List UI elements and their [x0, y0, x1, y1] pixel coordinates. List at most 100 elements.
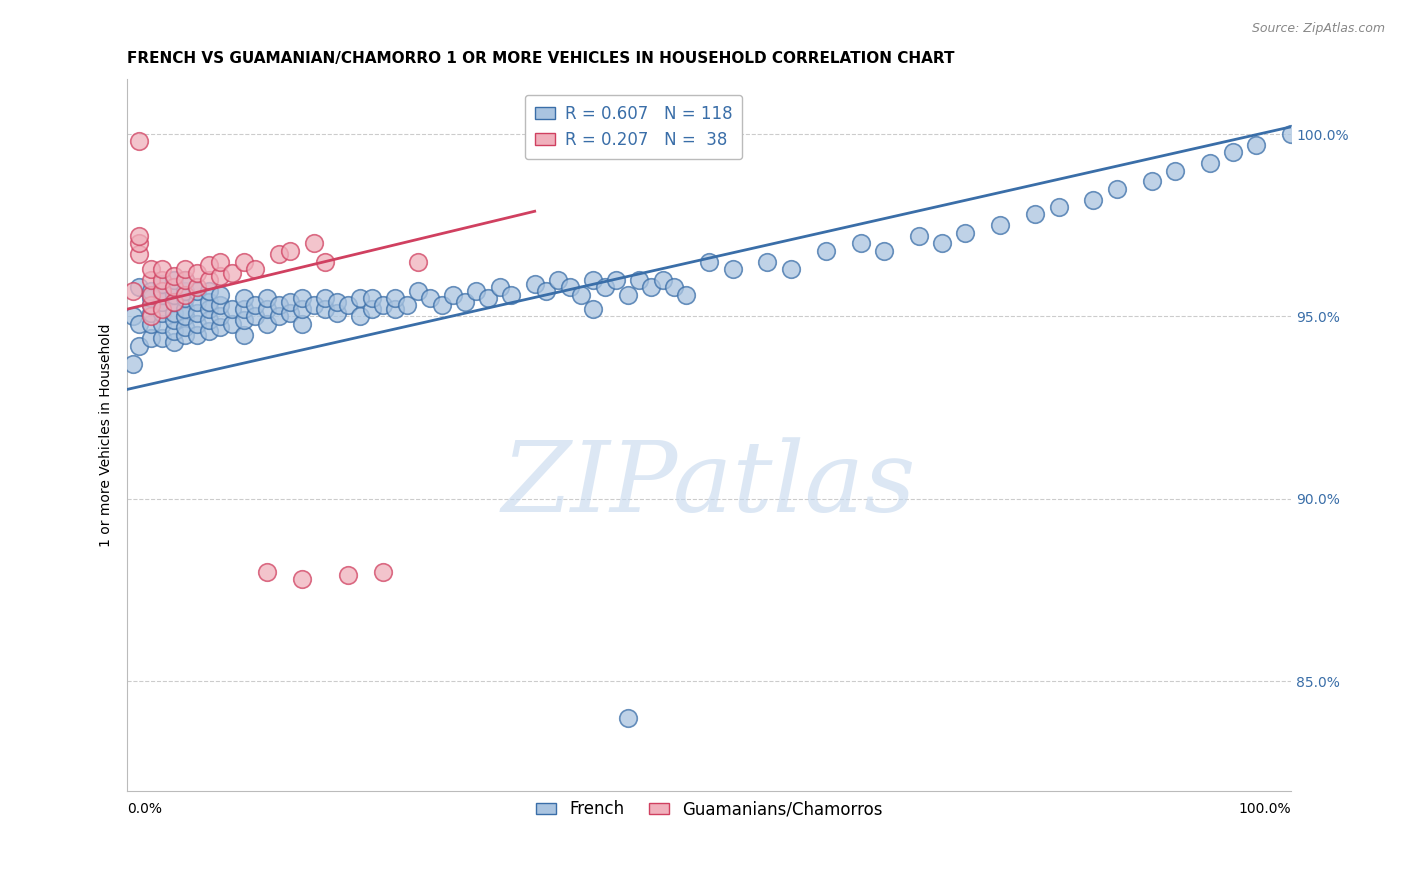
Point: [150, 302, 173, 317]
Point: [314, 254, 336, 268]
Point: [1083, 193, 1105, 207]
Point: [128, 280, 150, 294]
Point: [221, 302, 243, 317]
Point: [232, 291, 254, 305]
Point: [150, 331, 173, 345]
Point: [1024, 207, 1046, 221]
Point: [360, 302, 382, 317]
Point: [163, 334, 186, 349]
Point: [337, 298, 360, 312]
Point: [163, 306, 186, 320]
Point: [128, 134, 150, 148]
Y-axis label: 1 or more Vehicles in Household: 1 or more Vehicles in Household: [100, 323, 114, 547]
Point: [430, 298, 453, 312]
Point: [197, 324, 219, 338]
Point: [139, 273, 162, 287]
Point: [291, 302, 314, 317]
Point: [139, 298, 162, 312]
Point: [174, 310, 197, 324]
Point: [150, 277, 173, 291]
Point: [163, 324, 186, 338]
Point: [617, 711, 640, 725]
Point: [1198, 156, 1220, 170]
Text: FRENCH VS GUAMANIAN/CHAMORRO 1 OR MORE VEHICLES IN HOUSEHOLD CORRELATION CHART: FRENCH VS GUAMANIAN/CHAMORRO 1 OR MORE V…: [128, 51, 955, 66]
Point: [278, 294, 301, 309]
Point: [605, 273, 627, 287]
Point: [395, 298, 418, 312]
Point: [221, 317, 243, 331]
Point: [349, 291, 371, 305]
Point: [139, 262, 162, 277]
Point: [582, 302, 605, 317]
Text: 0.0%: 0.0%: [128, 802, 162, 815]
Point: [186, 266, 208, 280]
Point: [278, 244, 301, 258]
Point: [756, 254, 779, 268]
Point: [349, 310, 371, 324]
Point: [139, 284, 162, 298]
Point: [955, 226, 977, 240]
Point: [209, 310, 232, 324]
Point: [547, 273, 569, 287]
Point: [163, 273, 186, 287]
Point: [697, 254, 720, 268]
Point: [1246, 138, 1268, 153]
Point: [849, 236, 872, 251]
Point: [314, 302, 336, 317]
Point: [128, 317, 150, 331]
Point: [150, 294, 173, 309]
Point: [232, 327, 254, 342]
Point: [326, 306, 349, 320]
Point: [186, 284, 208, 298]
Point: [197, 294, 219, 309]
Point: [617, 287, 640, 301]
Point: [139, 298, 162, 312]
Point: [174, 273, 197, 287]
Point: [163, 280, 186, 294]
Point: [256, 565, 278, 579]
Point: [1164, 163, 1187, 178]
Point: [232, 313, 254, 327]
Point: [150, 273, 173, 287]
Point: [569, 287, 592, 301]
Point: [536, 284, 558, 298]
Point: [174, 262, 197, 277]
Point: [419, 291, 441, 305]
Point: [406, 254, 429, 268]
Point: [384, 302, 406, 317]
Point: [908, 229, 931, 244]
Point: [150, 287, 173, 301]
Point: [197, 258, 219, 272]
Point: [501, 287, 523, 301]
Point: [465, 284, 488, 298]
Point: [139, 291, 162, 305]
Point: [163, 313, 186, 327]
Point: [558, 280, 581, 294]
Point: [209, 254, 232, 268]
Point: [163, 287, 186, 301]
Point: [523, 277, 546, 291]
Point: [139, 310, 162, 324]
Point: [186, 306, 208, 320]
Point: [267, 298, 290, 312]
Point: [221, 266, 243, 280]
Point: [139, 306, 162, 320]
Point: [267, 310, 290, 324]
Text: 100.0%: 100.0%: [1239, 802, 1291, 815]
Point: [128, 236, 150, 251]
Point: [163, 294, 186, 309]
Point: [139, 287, 162, 301]
Point: [640, 280, 662, 294]
Point: [873, 244, 896, 258]
Point: [373, 298, 395, 312]
Point: [186, 280, 208, 294]
Point: [150, 306, 173, 320]
Point: [988, 219, 1011, 233]
Point: [245, 310, 267, 324]
Point: [721, 262, 744, 277]
Legend: French, Guamanians/Chamorros: French, Guamanians/Chamorros: [529, 794, 890, 825]
Point: [209, 287, 232, 301]
Point: [174, 287, 197, 301]
Point: [1140, 174, 1163, 188]
Point: [186, 294, 208, 309]
